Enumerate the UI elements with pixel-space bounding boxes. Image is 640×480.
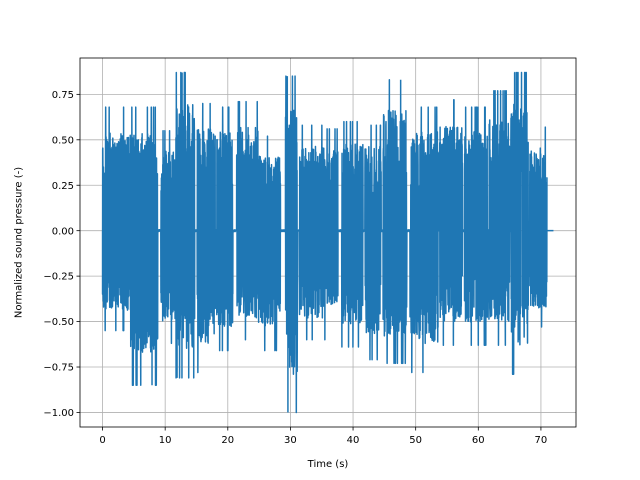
y-tick-label: 0.25 (52, 181, 74, 192)
x-tick-label: 20 (221, 435, 234, 446)
y-axis-ticks: 0.75 0.50 0.25 0.00 −0.25 −0.50 −0.75 −1.00 (43, 90, 80, 419)
x-tick-label: 40 (347, 435, 360, 446)
y-tick-label: −0.75 (43, 363, 74, 374)
x-axis-label: Time (s) (307, 459, 349, 470)
x-tick-label: 50 (409, 435, 422, 446)
x-axis-ticks: 0 10 20 30 40 50 60 70 (99, 427, 547, 446)
axes-frame (79, 57, 577, 428)
y-tick-label: −0.25 (43, 272, 74, 283)
x-tick-label: 30 (284, 435, 297, 446)
y-tick-label: −0.50 (43, 317, 74, 328)
x-tick-label: 10 (159, 435, 172, 446)
y-axis-label: Normalized sound pressure (-) (14, 167, 25, 318)
waveform-line (101, 71, 554, 414)
x-tick-label: 60 (472, 435, 485, 446)
y-tick-label: 0.50 (52, 135, 74, 146)
y-tick-label: 0.75 (52, 90, 74, 101)
x-tick-label: 0 (99, 435, 105, 446)
x-tick-label: 70 (535, 435, 548, 446)
waveform-series (101, 71, 554, 414)
y-tick-label: −1.00 (43, 408, 74, 419)
y-tick-label: 0.00 (52, 226, 74, 237)
